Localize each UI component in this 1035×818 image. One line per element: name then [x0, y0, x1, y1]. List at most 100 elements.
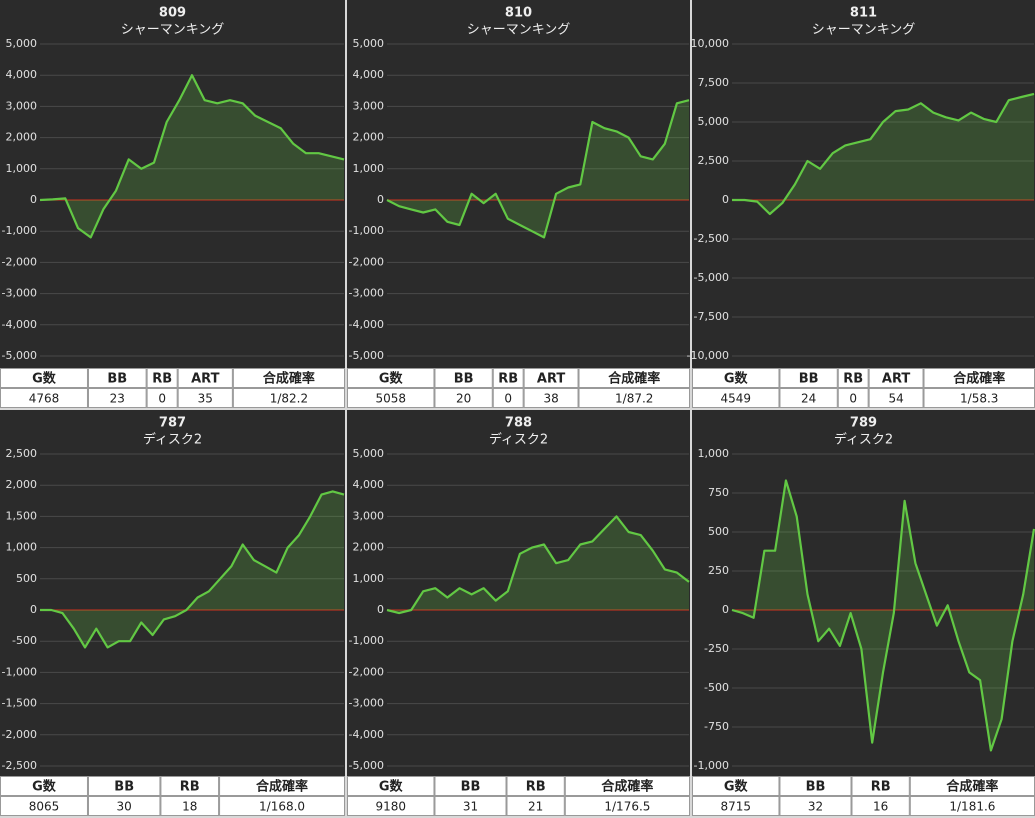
header-cell — [779, 776, 852, 796]
cell-text: 1/176.5 — [604, 800, 650, 814]
table-cell — [347, 388, 435, 408]
y-tick-label: -1,000 — [349, 224, 384, 237]
header-cell — [506, 776, 565, 796]
line — [386, 99, 690, 239]
chart-title: 787 — [159, 416, 186, 431]
cell-text: 38 — [543, 392, 558, 406]
header-text: 合成確率 — [946, 779, 998, 795]
table-cell — [160, 796, 220, 816]
chart-panel — [0, 0, 345, 368]
area — [40, 75, 344, 238]
header-text: G数 — [32, 371, 57, 387]
header-cell — [779, 368, 838, 388]
y-tick-label: -2,000 — [2, 728, 37, 741]
header-cell — [564, 776, 690, 796]
header-text: ART — [882, 372, 910, 387]
header-cell — [219, 776, 345, 796]
table-cell — [779, 796, 852, 816]
y-tick-label: -2,000 — [349, 665, 384, 678]
table-cell — [347, 796, 435, 816]
y-tick-label: 1,000 — [353, 572, 385, 585]
cell-text: 20 — [456, 392, 471, 406]
y-tick-label: -5,000 — [349, 759, 384, 772]
y-tick-label: 1,000 — [698, 447, 730, 460]
chart-title: 810 — [505, 6, 532, 21]
y-tick-label: -2,500 — [2, 759, 37, 772]
header-cell — [434, 368, 493, 388]
header-text: 合成確率 — [263, 371, 315, 387]
y-tick-label: 5,000 — [353, 447, 385, 460]
header-cell — [160, 776, 220, 796]
table-cell — [692, 796, 780, 816]
header-cell — [851, 776, 910, 796]
y-tick-label: -1,000 — [2, 665, 37, 678]
header-text: ART — [191, 372, 219, 387]
header-text: RB — [526, 780, 546, 795]
y-tick-label: 2,000 — [6, 478, 38, 491]
table-cell — [87, 796, 161, 816]
y-tick-label: 1,000 — [353, 162, 385, 175]
table-cell — [0, 796, 88, 816]
table-cell — [837, 388, 869, 408]
cell-text: 4768 — [29, 392, 60, 406]
header-text: ART — [537, 372, 565, 387]
y-tick-label: 0 — [377, 603, 384, 616]
cell-text: 16 — [873, 800, 888, 814]
header-text: G数 — [32, 779, 57, 795]
y-tick-label: 1,500 — [6, 509, 38, 522]
cell-text: 8715 — [720, 800, 751, 814]
header-cell — [177, 368, 233, 388]
y-tick-label: -2,500 — [694, 232, 729, 245]
table-cell — [523, 388, 579, 408]
y-tick-label: 4,000 — [6, 68, 38, 81]
cell-text: 35 — [198, 392, 213, 406]
y-tick-label: 0 — [722, 193, 729, 206]
line — [731, 479, 1035, 752]
y-tick-label: 250 — [708, 564, 729, 577]
chart-panel — [347, 0, 690, 368]
cell-text: 0 — [158, 392, 166, 406]
cell-text: 54 — [888, 392, 903, 406]
header-text: BB — [454, 372, 474, 387]
cell-text: 0 — [849, 392, 857, 406]
line — [386, 515, 690, 615]
y-tick-label: 750 — [708, 486, 729, 499]
y-tick-label: -500 — [704, 681, 729, 694]
header-text: G数 — [379, 779, 404, 795]
y-tick-label: 500 — [708, 525, 729, 538]
line — [40, 490, 345, 649]
cell-text: 5058 — [375, 392, 406, 406]
header-cell — [837, 368, 869, 388]
y-tick-label: 500 — [16, 572, 37, 585]
y-tick-label: -4,000 — [349, 728, 384, 741]
y-tick-label: 2,000 — [353, 541, 385, 554]
header-cell — [434, 776, 507, 796]
y-tick-label: 2,000 — [353, 131, 385, 144]
header-cell — [347, 368, 435, 388]
cell-text: 32 — [808, 800, 823, 814]
y-tick-label: -5,000 — [2, 349, 37, 362]
y-tick-label: -3,000 — [349, 287, 384, 300]
header-text: RB — [498, 372, 518, 387]
y-tick-label: 5,000 — [6, 37, 38, 50]
chart-panel — [347, 410, 690, 776]
header-text: RB — [180, 780, 200, 795]
header-cell — [692, 368, 780, 388]
header-text: 合成確率 — [608, 371, 660, 387]
y-tick-label: -1,500 — [2, 697, 37, 710]
table-cell — [692, 388, 780, 408]
y-tick-label: -5,000 — [349, 349, 384, 362]
header-text: BB — [461, 780, 481, 795]
header-text: 合成確率 — [953, 371, 1005, 387]
header-text: G数 — [724, 371, 749, 387]
y-tick-label: -1,000 — [349, 634, 384, 647]
y-tick-label: 0 — [377, 193, 384, 206]
header-text: RB — [152, 372, 172, 387]
y-tick-label: 2,500 — [698, 154, 730, 167]
table-cell — [564, 796, 690, 816]
y-tick-label: 3,000 — [353, 99, 385, 112]
table-cell — [434, 388, 493, 408]
header-text: 合成確率 — [256, 779, 308, 795]
line — [732, 92, 1035, 216]
header-cell — [578, 368, 691, 388]
